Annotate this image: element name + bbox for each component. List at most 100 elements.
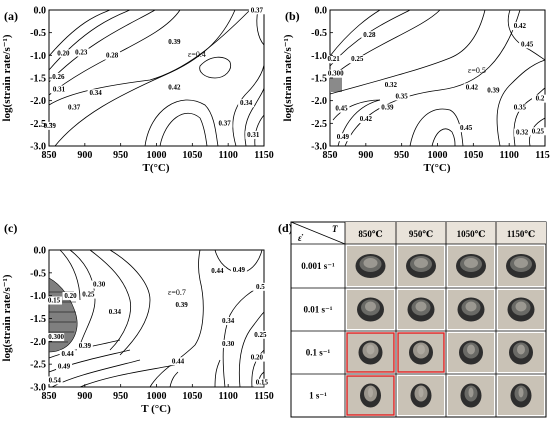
contour-label: 0.45 [460, 124, 473, 132]
y-tick-label: -3.0 [30, 383, 46, 394]
table-grid: 850℃ 950℃ 1050℃ 1150℃ 0.001 s⁻¹ 0.01 s⁻¹ 0.1 s… [291, 222, 546, 417]
x-tick-labels: 850 900 950 1000 1050 1100 1150 [323, 150, 550, 161]
contour-label: 0.44 [62, 350, 75, 358]
contour-label: 0.2 [536, 95, 545, 103]
temperature-header: 850℃ [358, 229, 383, 239]
contour-label-bg [327, 69, 344, 78]
sample-photo [448, 246, 494, 286]
y-tick-label: -3.0 [311, 142, 327, 153]
contour-label-bg [357, 115, 374, 124]
panel-label: (a) [4, 9, 18, 23]
y-tick-label: -1.5 [30, 314, 46, 325]
contour-label: 0.32 [385, 81, 398, 89]
contour-label: 0.25 [532, 127, 545, 135]
temperature-header: 1050℃ [457, 229, 486, 239]
contour-label-bg [529, 127, 546, 136]
panel-c-contour-plot: (c) 0.44 0.49 [1, 221, 274, 415]
contour-label-bg [59, 349, 76, 358]
contour-label-bg [485, 86, 502, 95]
contour-label: 0.42 [168, 83, 181, 91]
y-tick-label: -2.0 [30, 337, 46, 348]
contour-label: 0.25 [254, 331, 267, 339]
contour-label: 0.5 [256, 283, 265, 291]
panel-a-contour-plot: (a) 0.370.390.20 0.23 0.280.260.31 0.340.37… [1, 6, 274, 175]
panel-d-sample-table: (d) 850℃ 950℃ 1050℃ 1150℃ 0.001 s⁻¹ 0.01 s⁻¹ 0… [278, 221, 547, 418]
contour-label: 0.300 [328, 70, 344, 78]
contour-label: 0.49 [233, 266, 246, 274]
x-tick-label: 1000 [147, 150, 167, 161]
contour-label-bg [46, 296, 63, 305]
contour-label-bg [379, 103, 396, 112]
contour-label-bg [393, 92, 410, 101]
contour-label: 0.49 [337, 133, 350, 141]
y-tick-label: 0.0 [34, 246, 47, 257]
y-tick-label: -1.0 [30, 291, 46, 302]
x-tick-label: 900 [77, 150, 92, 161]
x-tick-label: 1050 [182, 391, 202, 402]
contour-label-bg [55, 49, 72, 58]
panel-label: (b) [285, 9, 300, 23]
contour-label: 0.31 [53, 86, 66, 94]
contour-label-bg [51, 85, 68, 94]
contour-lines [48, 9, 265, 147]
x-tick-labels: 850 900 950 1000 1050 1100 1150 [42, 391, 274, 402]
contour-labels: 0.420.450.280.21 0.250.3000.320.350.390.4… [325, 22, 548, 142]
sample-photo [498, 333, 544, 372]
contour-label-bg [334, 133, 351, 142]
contour-label-bg [325, 55, 342, 64]
contour-label-bg [48, 333, 65, 342]
y-tick-label: -2.0 [30, 96, 46, 107]
sample-photo [448, 333, 494, 372]
x-tick-label: 950 [394, 150, 409, 161]
contour-label: 0.30 [93, 281, 106, 289]
contour-label-bg [382, 81, 399, 90]
contour-label-bg [46, 376, 63, 385]
y-axis-label: log(strain rate/s⁻¹) [1, 274, 13, 361]
y-tick-label: -3.0 [30, 142, 46, 153]
contour-lines [48, 249, 265, 388]
x-tick-label: 950 [113, 150, 128, 161]
contour-label: 0.39 [168, 38, 181, 46]
sample-photo [498, 290, 544, 329]
sample-photo [398, 333, 444, 372]
contour-label: 0.39 [44, 122, 57, 130]
x-tick-label: 1100 [218, 150, 237, 161]
contour-label-bg [220, 317, 237, 326]
sample-photo [498, 246, 544, 286]
x-tick-label: 950 [113, 391, 128, 402]
sample-photo [347, 333, 394, 372]
x-tick-label: 850 [42, 391, 57, 402]
x-tick-label: 850 [323, 150, 338, 161]
y-tick-label: -2.5 [30, 119, 46, 130]
contour-label-bg [511, 103, 528, 112]
contour-label-bg [166, 83, 183, 92]
y-tick-labels: 0.0 -0.5 -1.0 -1.5 -2.0 -2.5 -3.0 [30, 246, 46, 394]
x-tick-label: 900 [358, 150, 373, 161]
x-tick-label: 1150 [535, 150, 550, 161]
y-tick-label: -2.5 [311, 119, 327, 130]
sample-photo [448, 376, 494, 415]
contour-label: 0.26 [52, 73, 65, 81]
sample-photo [347, 290, 394, 329]
strain-rate-label: 0.1 s⁻¹ [306, 348, 331, 358]
contour-label-bg [458, 124, 475, 133]
contour-label: 0.28 [106, 52, 119, 60]
contour-label-bg [62, 291, 79, 300]
contour-label-bg [333, 104, 350, 113]
corner-rate-symbol: ε̇ [298, 233, 304, 243]
contour-label-bg [41, 121, 58, 130]
x-tick-label: 1050 [182, 150, 202, 161]
y-tick-label: -1.5 [30, 74, 46, 85]
sample-photo [347, 246, 394, 286]
sample-photo [398, 376, 444, 415]
contour-label-bg [248, 353, 265, 362]
x-tick-label: 1100 [499, 150, 518, 161]
temperature-header: 950℃ [409, 229, 434, 239]
crack-highlight [346, 375, 395, 416]
contour-label: 0.15 [48, 297, 61, 305]
contour-label: 0.28 [363, 31, 376, 39]
y-axis-label: log(strain rate/s⁻¹) [282, 34, 294, 121]
contour-label-bg [50, 72, 67, 81]
x-tick-label: 1000 [428, 150, 448, 161]
